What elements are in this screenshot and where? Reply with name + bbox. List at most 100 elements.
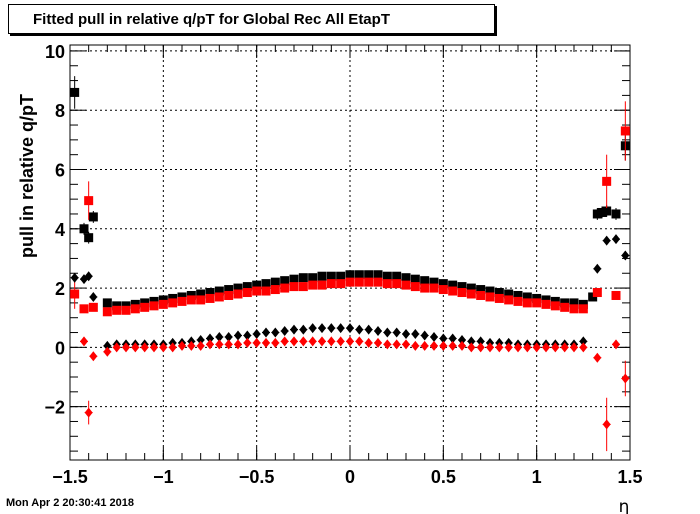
- data-point-square: [317, 280, 327, 290]
- data-point-diamond: [290, 324, 298, 335]
- data-point-diamond: [80, 336, 88, 347]
- data-point-diamond: [420, 330, 429, 341]
- data-point-square: [298, 273, 308, 283]
- data-point-diamond: [308, 323, 317, 334]
- data-point-diamond: [290, 336, 298, 347]
- data-point-diamond: [187, 340, 196, 351]
- data-point-diamond: [355, 336, 364, 347]
- data-point-diamond: [458, 334, 466, 345]
- data-point-square: [513, 290, 523, 300]
- data-point-diamond: [299, 324, 308, 335]
- x-tick-label: 1: [532, 467, 542, 487]
- series-1: [70, 101, 630, 317]
- data-point-diamond: [420, 340, 429, 351]
- data-point-diamond: [411, 329, 420, 340]
- data-point-diamond: [364, 324, 373, 335]
- data-point-diamond: [476, 336, 485, 347]
- data-point-square: [196, 295, 206, 305]
- data-point-square: [205, 288, 215, 298]
- data-point-square: [569, 298, 579, 308]
- data-point-square: [326, 271, 336, 281]
- data-point-square: [457, 288, 467, 298]
- chart-title-text: Fitted pull in relative q/pT for Global …: [33, 10, 390, 28]
- data-point-diamond: [346, 336, 354, 347]
- data-point-square: [252, 280, 262, 290]
- data-point-diamond: [234, 339, 242, 350]
- data-point-diamond: [467, 336, 476, 347]
- x-axis-label: η: [619, 497, 630, 514]
- data-point-square: [438, 285, 448, 295]
- data-point-diamond: [374, 337, 382, 348]
- data-point-diamond: [392, 339, 401, 350]
- data-point-diamond: [551, 342, 560, 353]
- data-point-square: [597, 207, 607, 217]
- data-point-square: [494, 293, 504, 303]
- data-point-square: [70, 289, 80, 299]
- axis-ticks: [69, 45, 631, 460]
- data-point-diamond: [280, 326, 289, 337]
- data-point-diamond: [402, 329, 410, 340]
- data-point-square: [88, 302, 98, 312]
- data-point-square: [620, 126, 630, 136]
- data-point-diamond: [89, 291, 98, 302]
- data-point-diamond: [383, 327, 392, 338]
- data-point-diamond: [402, 339, 410, 350]
- data-point-diamond: [318, 336, 326, 347]
- data-point-diamond: [430, 331, 438, 342]
- data-point-square: [494, 288, 504, 298]
- data-point-square: [280, 276, 290, 286]
- data-point-diamond: [458, 340, 466, 351]
- x-tick-label: 1.5: [617, 467, 642, 487]
- data-point-diamond: [89, 351, 98, 362]
- data-point-diamond: [84, 407, 93, 418]
- data-point-square: [588, 292, 598, 302]
- data-point-square: [79, 304, 89, 314]
- data-point-square: [214, 292, 224, 302]
- data-point-diamond: [383, 339, 392, 350]
- data-point-square: [102, 298, 112, 308]
- data-point-square: [382, 279, 392, 289]
- data-point-diamond: [318, 323, 326, 334]
- data-point-diamond: [196, 334, 205, 345]
- data-point-diamond: [336, 323, 345, 334]
- y-tick-label: −2: [44, 398, 65, 418]
- data-point-diamond: [150, 342, 158, 353]
- data-point-square: [336, 279, 346, 289]
- data-point-square: [242, 282, 252, 292]
- data-point-square: [149, 301, 159, 311]
- data-point-square: [345, 270, 355, 280]
- data-point-diamond: [579, 336, 588, 347]
- data-point-square: [102, 307, 112, 317]
- data-point-diamond: [131, 342, 140, 353]
- data-point-square: [550, 301, 560, 311]
- data-point-diamond: [224, 331, 233, 342]
- data-point-square: [504, 289, 514, 299]
- data-point-square: [522, 298, 532, 308]
- data-point-square: [364, 270, 374, 280]
- data-point-square: [532, 298, 542, 308]
- x-tick-label: −1: [153, 467, 174, 487]
- data-point-square: [84, 196, 94, 206]
- data-point-diamond: [112, 342, 121, 353]
- data-point-diamond: [523, 342, 532, 353]
- data-point-square: [121, 305, 131, 315]
- data-point-diamond: [411, 340, 420, 351]
- data-point-square: [541, 299, 551, 309]
- data-point-square: [112, 305, 122, 315]
- data-point-square: [392, 271, 402, 281]
- data-point-square: [429, 277, 439, 287]
- data-point-square: [513, 296, 523, 306]
- data-point-diamond: [168, 342, 177, 353]
- data-point-diamond: [570, 342, 578, 353]
- data-point-diamond: [178, 340, 186, 351]
- data-point-square: [592, 288, 602, 298]
- data-point-square: [280, 283, 290, 293]
- x-tick-labels: −1.5 −1 −0.5 0 0.5 1 1.5: [52, 467, 642, 487]
- data-point-diamond: [271, 327, 280, 338]
- data-point-diamond: [355, 324, 364, 335]
- data-point-diamond: [206, 339, 214, 350]
- data-point-square: [270, 285, 280, 295]
- data-point-square: [373, 277, 383, 287]
- data-point-diamond: [243, 330, 252, 341]
- data-point-square: [578, 304, 588, 314]
